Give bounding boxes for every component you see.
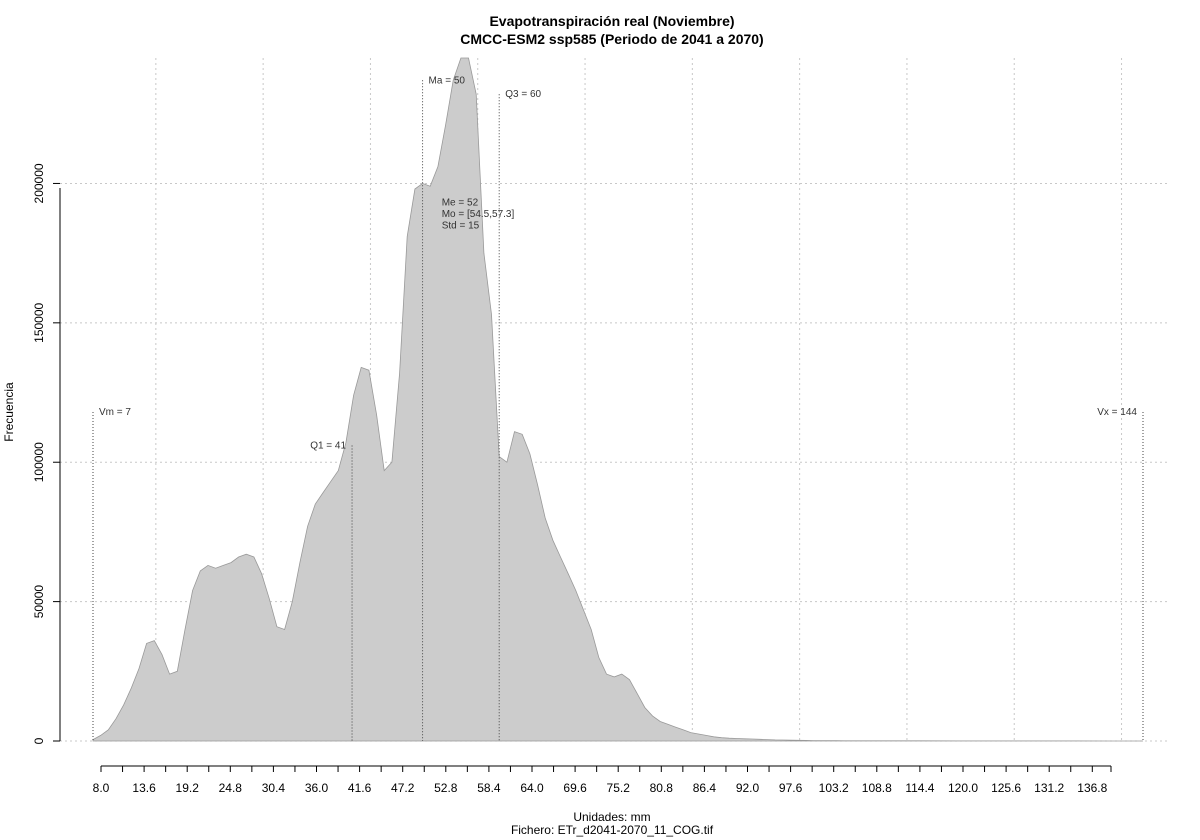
x-tick-label: 125.6 <box>991 781 1021 795</box>
x-tick-label: 97.6 <box>779 781 803 795</box>
frequency-area <box>92 57 1143 742</box>
stat-text: Me = 52 <box>442 197 479 208</box>
chart-title: Evapotranspiración real (Noviembre) <box>489 13 734 29</box>
stat-text: Mo = [54.5,57.3] <box>442 209 515 220</box>
x-tick-label: 13.6 <box>132 781 156 795</box>
x-tick-label: 36.0 <box>305 781 329 795</box>
x-tick-label: 136.8 <box>1077 781 1107 795</box>
x-tick-label: 19.2 <box>176 781 200 795</box>
x-tick-label: 75.2 <box>607 781 631 795</box>
y-ticks: 0 50000 100000 150000 200000 <box>32 163 60 744</box>
x-tick-label: 58.4 <box>477 781 501 795</box>
stat-label: Vx = 144 <box>1097 407 1137 418</box>
y-tick-label: 50000 <box>32 585 46 619</box>
stat-label: Q3 = 60 <box>505 89 541 100</box>
chart-subtitle: CMCC-ESM2 ssp585 (Periodo de 2041 a 2070… <box>460 31 763 47</box>
stat-text: Std = 15 <box>442 220 480 231</box>
x-tick-label: 41.6 <box>348 781 372 795</box>
x-tick-label: 52.8 <box>434 781 458 795</box>
x-tick-label: 8.0 <box>93 781 110 795</box>
x-tick-label: 92.0 <box>736 781 760 795</box>
file-label: Fichero: ETr_d2041-2070_11_COG.tif <box>511 823 714 837</box>
x-tick-label: 108.8 <box>862 781 892 795</box>
x-tick-label: 69.6 <box>563 781 587 795</box>
stat-lines <box>92 80 1144 741</box>
x-tick-label: 64.0 <box>520 781 544 795</box>
x-ticks: 8.0 13.6 19.2 24.8 30.4 36.0 41.6 47.2 52.8 58.4 6… <box>93 766 1112 795</box>
axes <box>59 188 1111 767</box>
x-tick-label: 47.2 <box>391 781 415 795</box>
y-tick-label: 150000 <box>32 302 46 342</box>
y-tick-label: 0 <box>32 737 46 744</box>
x-tick-label: 114.4 <box>905 781 934 795</box>
stat-label: Q1 = 41 <box>310 440 346 451</box>
annotations: Vm = 7 Q1 = 41 Ma = 50 Q3 = 60 Vx = 144 Me = … <box>99 75 1137 451</box>
x-tick-label: 131.2 <box>1034 781 1064 795</box>
x-tick-label: 30.4 <box>262 781 286 795</box>
stat-label: Vm = 7 <box>99 407 131 418</box>
x-axis-label: Unidades: mm <box>573 810 650 824</box>
y-tick-label: 100000 <box>32 442 46 482</box>
stat-label: Ma = 50 <box>429 75 466 86</box>
y-axis-label: Frecuencia <box>2 382 16 442</box>
x-tick-label: 80.8 <box>650 781 674 795</box>
y-tick-label: 200000 <box>32 163 46 203</box>
x-tick-label: 103.2 <box>819 781 849 795</box>
x-tick-label: 86.4 <box>693 781 717 795</box>
x-tick-label: 120.0 <box>948 781 978 795</box>
x-tick-label: 24.8 <box>219 781 243 795</box>
